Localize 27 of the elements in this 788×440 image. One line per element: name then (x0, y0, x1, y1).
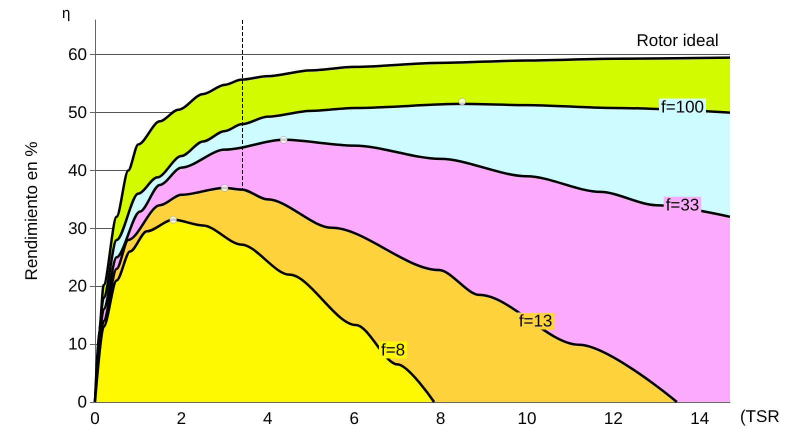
series-label: f=100 (660, 97, 704, 116)
series-label: f=13 (518, 311, 552, 330)
x-tick-label: 8 (436, 409, 446, 428)
x-tick-label: 0 (90, 409, 100, 428)
point (169, 216, 177, 224)
y-tick-label: 30 (68, 218, 87, 238)
y-tick-label: 10 (68, 334, 87, 354)
x-axis-title: (TSR (740, 407, 780, 426)
point (458, 98, 466, 106)
x-tick-label: 6 (349, 409, 359, 428)
x-tick-label: 14 (690, 409, 710, 428)
text: η (62, 5, 70, 22)
x-tick-label: 4 (263, 409, 273, 428)
x-tick-label: 10 (518, 409, 536, 428)
series-label: Rotor ideal (636, 30, 719, 50)
y-axis-title: Rendimiento en % (22, 142, 41, 280)
point (280, 136, 288, 144)
y-tick-label: 20 (68, 276, 87, 296)
y-tick-label: 60 (68, 45, 87, 64)
y-tick-label: 50 (68, 103, 87, 122)
y-tick-label: 40 (68, 160, 87, 180)
x-tick-label: 2 (176, 409, 186, 428)
point (220, 184, 228, 192)
series-label: f=8 (381, 340, 406, 360)
x-tick-label: 12 (604, 409, 623, 428)
y-tick-label: 0 (78, 392, 87, 412)
series-label: f=33 (666, 196, 700, 215)
